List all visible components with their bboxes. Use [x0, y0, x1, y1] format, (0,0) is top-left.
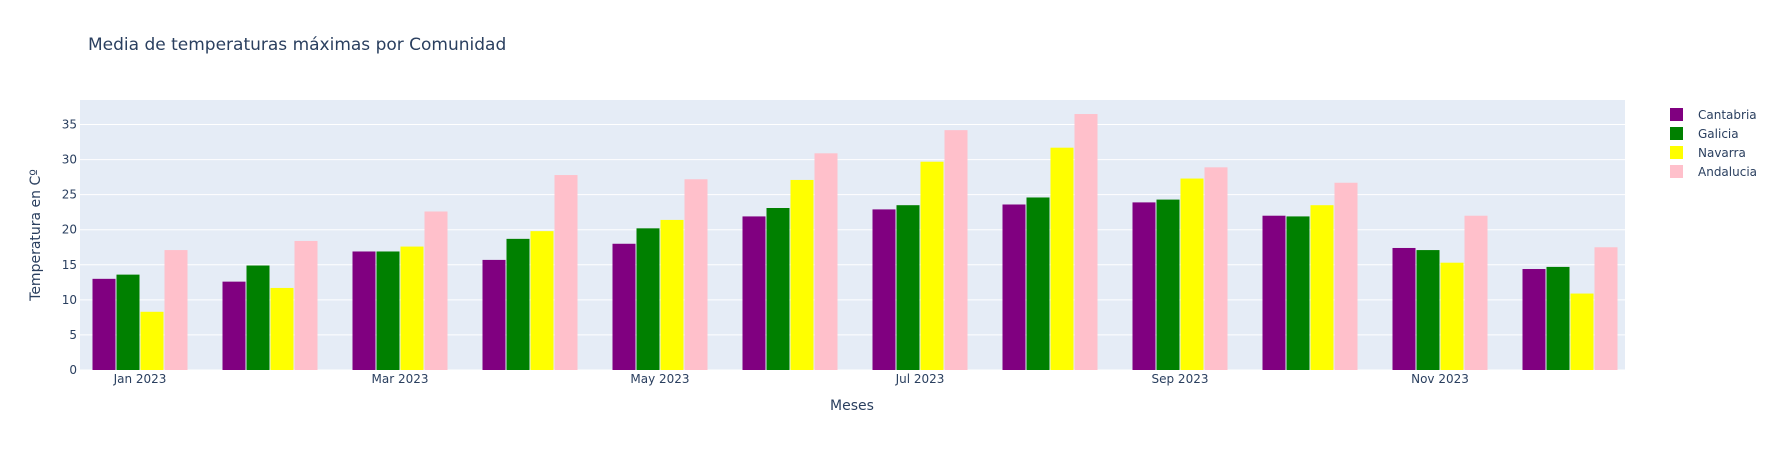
bar-galicia-2023-08[interactable] — [1026, 197, 1050, 370]
bar-galicia-2023-07[interactable] — [896, 205, 920, 370]
bar-andalucia-2023-05[interactable] — [684, 179, 708, 370]
bar-navarra-2023-04[interactable] — [530, 231, 554, 370]
bar-galicia-2023-04[interactable] — [506, 238, 530, 370]
bar-galicia-2023-03[interactable] — [376, 251, 400, 370]
bar-navarra-2023-07[interactable] — [920, 161, 944, 370]
y-tick-label: 15 — [62, 258, 77, 272]
bar-navarra-2023-03[interactable] — [400, 246, 424, 370]
bar-andalucia-2023-07[interactable] — [944, 130, 968, 370]
x-tick-label: Jul 2023 — [895, 372, 945, 386]
bar-cantabria-2023-09[interactable] — [1132, 202, 1156, 370]
bar-galicia-2023-09[interactable] — [1156, 199, 1180, 370]
plot-area — [80, 100, 1625, 370]
legend-swatch — [1670, 146, 1683, 159]
x-tick-label: Jan 2023 — [113, 372, 167, 386]
bar-andalucia-2023-11[interactable] — [1464, 215, 1488, 370]
legend-item-galicia[interactable]: Galicia — [1670, 127, 1739, 141]
bar-andalucia-2023-04[interactable] — [554, 175, 578, 370]
legend-swatch — [1670, 127, 1683, 140]
y-tick-label: 35 — [62, 118, 77, 132]
bar-galicia-2023-11[interactable] — [1416, 250, 1440, 370]
y-tick-label: 25 — [62, 188, 77, 202]
bar-navarra-2023-09[interactable] — [1180, 178, 1204, 370]
legend-label: Galicia — [1698, 127, 1739, 141]
x-tick-label: May 2023 — [630, 372, 689, 386]
bar-navarra-2023-01[interactable] — [140, 311, 164, 370]
bars — [92, 114, 1618, 370]
bar-andalucia-2023-03[interactable] — [424, 211, 448, 370]
bar-cantabria-2023-08[interactable] — [1002, 204, 1026, 370]
bar-navarra-2023-06[interactable] — [790, 179, 814, 370]
legend-item-andalucia[interactable]: Andalucia — [1670, 165, 1757, 179]
x-tick-label: Nov 2023 — [1411, 372, 1469, 386]
bar-galicia-2023-01[interactable] — [116, 274, 140, 370]
y-tick-label: 0 — [69, 363, 77, 377]
chart-title: Media de temperaturas máximas por Comuni… — [88, 35, 506, 55]
x-axis-ticks: Jan 2023 Mar 2023 May 2023 Jul 2023 Sep 2023… — [113, 372, 1469, 386]
legend-swatch — [1670, 165, 1683, 178]
bar-galicia-2023-05[interactable] — [636, 228, 660, 370]
bar-navarra-2023-02[interactable] — [270, 287, 294, 370]
bar-navarra-2023-08[interactable] — [1050, 147, 1074, 370]
x-axis-title: Meses — [830, 398, 874, 414]
legend-label: Navarra — [1698, 146, 1746, 160]
legend-label: Andalucia — [1698, 165, 1757, 179]
legend-label: Cantabria — [1698, 108, 1757, 122]
y-tick-label: 30 — [62, 153, 77, 167]
bar-andalucia-2023-02[interactable] — [294, 240, 318, 370]
bar-galicia-2023-06[interactable] — [766, 208, 790, 370]
y-axis-title: Temperatura en Cº — [28, 169, 44, 302]
x-tick-label: Mar 2023 — [372, 372, 429, 386]
bar-navarra-2023-11[interactable] — [1440, 262, 1464, 370]
bar-cantabria-2023-01[interactable] — [92, 278, 116, 370]
y-tick-label: 20 — [62, 223, 77, 237]
bar-cantabria-2023-11[interactable] — [1392, 247, 1416, 370]
bar-cantabria-2023-02[interactable] — [222, 281, 246, 370]
bar-andalucia-2023-06[interactable] — [814, 153, 838, 370]
legend-item-navarra[interactable]: Navarra — [1670, 146, 1746, 160]
bar-galicia-2023-10[interactable] — [1286, 216, 1310, 370]
bar-navarra-2023-12[interactable] — [1570, 293, 1594, 370]
bar-andalucia-2023-01[interactable] — [164, 250, 188, 370]
y-tick-label: 10 — [62, 293, 77, 307]
bar-cantabria-2023-12[interactable] — [1522, 269, 1546, 370]
y-tick-label: 5 — [69, 328, 77, 342]
bar-cantabria-2023-03[interactable] — [352, 251, 376, 370]
legend[interactable]: Cantabria Galicia Navarra Andalucia — [1670, 108, 1757, 179]
bar-cantabria-2023-07[interactable] — [872, 209, 896, 370]
bar-cantabria-2023-05[interactable] — [612, 243, 636, 370]
bar-galicia-2023-12[interactable] — [1546, 266, 1570, 370]
legend-item-cantabria[interactable]: Cantabria — [1670, 108, 1757, 122]
y-axis-ticks: 0 5 10 15 20 25 30 35 — [62, 118, 77, 377]
bar-cantabria-2023-04[interactable] — [482, 259, 506, 370]
x-tick-label: Sep 2023 — [1152, 372, 1209, 386]
bar-cantabria-2023-06[interactable] — [742, 216, 766, 370]
bar-andalucia-2023-12[interactable] — [1594, 247, 1618, 370]
bar-galicia-2023-02[interactable] — [246, 265, 270, 370]
bar-navarra-2023-10[interactable] — [1310, 205, 1334, 370]
bar-andalucia-2023-08[interactable] — [1074, 114, 1098, 370]
bar-andalucia-2023-10[interactable] — [1334, 182, 1358, 370]
bar-andalucia-2023-09[interactable] — [1204, 167, 1228, 370]
gridlines — [80, 124, 1625, 371]
legend-swatch — [1670, 108, 1683, 121]
bar-cantabria-2023-10[interactable] — [1262, 215, 1286, 370]
bar-navarra-2023-05[interactable] — [660, 219, 684, 370]
